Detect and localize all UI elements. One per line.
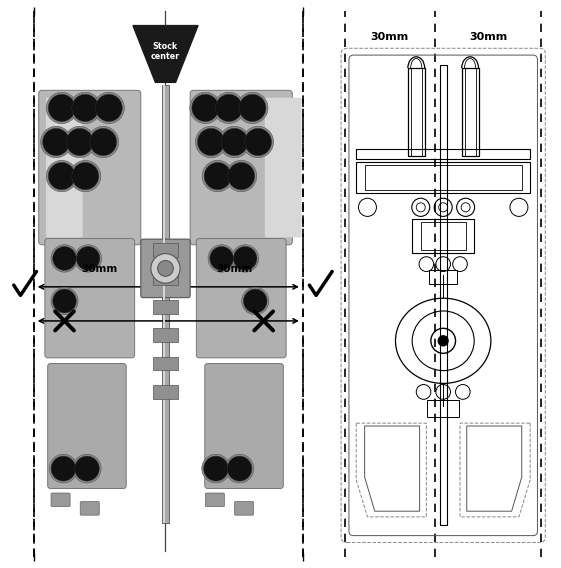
Polygon shape — [133, 26, 198, 82]
FancyBboxPatch shape — [45, 239, 135, 358]
Circle shape — [192, 94, 219, 122]
Circle shape — [93, 92, 125, 124]
Circle shape — [53, 247, 76, 270]
FancyBboxPatch shape — [48, 364, 126, 488]
Circle shape — [245, 128, 272, 156]
Circle shape — [204, 162, 231, 190]
Text: 30mm: 30mm — [469, 32, 507, 42]
Bar — [153, 243, 178, 257]
Circle shape — [48, 162, 75, 190]
Circle shape — [233, 247, 257, 270]
Circle shape — [210, 247, 233, 270]
Bar — [356, 149, 530, 159]
Bar — [153, 357, 178, 370]
Circle shape — [226, 454, 254, 483]
Bar — [427, 400, 459, 417]
Circle shape — [226, 160, 257, 192]
Text: 30mm: 30mm — [81, 264, 118, 274]
Circle shape — [243, 289, 267, 313]
Circle shape — [190, 92, 221, 124]
Bar — [462, 68, 479, 156]
Circle shape — [43, 128, 70, 156]
Bar — [153, 272, 178, 285]
Bar — [356, 162, 530, 193]
Circle shape — [197, 128, 224, 156]
Circle shape — [64, 126, 95, 158]
FancyBboxPatch shape — [46, 98, 82, 237]
FancyBboxPatch shape — [205, 364, 283, 488]
Circle shape — [202, 160, 233, 192]
Circle shape — [48, 94, 75, 122]
Circle shape — [70, 160, 101, 192]
Circle shape — [237, 92, 268, 124]
Circle shape — [151, 253, 180, 283]
Circle shape — [75, 456, 99, 481]
FancyBboxPatch shape — [51, 493, 70, 507]
Circle shape — [204, 456, 228, 481]
Text: Stock
center: Stock center — [151, 42, 180, 61]
Circle shape — [51, 245, 78, 272]
Circle shape — [90, 128, 117, 156]
Circle shape — [73, 454, 101, 483]
Circle shape — [88, 126, 119, 158]
Circle shape — [40, 126, 72, 158]
Text: 30mm: 30mm — [216, 264, 252, 274]
FancyBboxPatch shape — [39, 90, 141, 245]
Circle shape — [208, 245, 235, 272]
FancyBboxPatch shape — [141, 239, 190, 298]
Circle shape — [46, 92, 77, 124]
Circle shape — [53, 289, 76, 313]
Bar — [429, 270, 457, 284]
Bar — [412, 219, 474, 253]
Circle shape — [51, 456, 76, 481]
FancyBboxPatch shape — [190, 90, 292, 245]
FancyBboxPatch shape — [196, 239, 286, 358]
Circle shape — [228, 162, 255, 190]
Circle shape — [75, 245, 102, 272]
Circle shape — [72, 94, 99, 122]
Circle shape — [239, 94, 266, 122]
Bar — [365, 165, 522, 190]
FancyBboxPatch shape — [234, 502, 254, 515]
Circle shape — [232, 245, 259, 272]
Circle shape — [76, 247, 100, 270]
Circle shape — [227, 456, 252, 481]
Bar — [440, 65, 447, 525]
Bar — [421, 222, 466, 250]
Circle shape — [221, 128, 248, 156]
Circle shape — [195, 126, 227, 158]
Circle shape — [438, 335, 449, 346]
FancyBboxPatch shape — [80, 502, 99, 515]
FancyBboxPatch shape — [205, 493, 224, 507]
Bar — [163, 85, 165, 523]
Circle shape — [72, 162, 99, 190]
Circle shape — [242, 126, 274, 158]
Circle shape — [46, 160, 77, 192]
Circle shape — [242, 287, 269, 315]
Circle shape — [95, 94, 122, 122]
Circle shape — [158, 260, 173, 276]
Bar — [153, 385, 178, 399]
Bar — [162, 85, 169, 523]
Circle shape — [51, 287, 78, 315]
Bar — [408, 68, 425, 156]
Circle shape — [202, 454, 230, 483]
FancyBboxPatch shape — [265, 98, 302, 237]
Text: 30mm: 30mm — [371, 32, 409, 42]
Circle shape — [219, 126, 250, 158]
Circle shape — [49, 454, 77, 483]
Bar — [153, 328, 178, 342]
Circle shape — [215, 94, 242, 122]
Circle shape — [70, 92, 101, 124]
Bar — [153, 300, 178, 314]
Bar — [465, 68, 476, 156]
Bar — [411, 68, 422, 156]
Circle shape — [213, 92, 245, 124]
Circle shape — [66, 128, 93, 156]
